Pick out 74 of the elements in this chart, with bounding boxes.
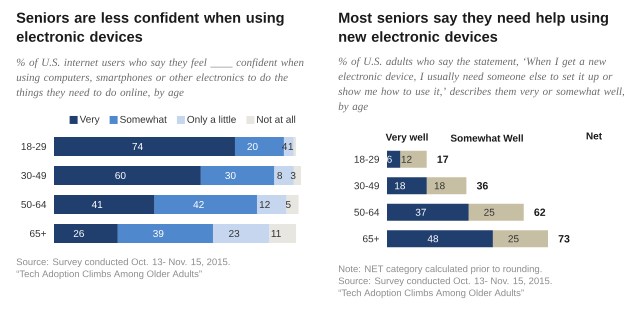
series-label: Very well <box>386 133 428 143</box>
bar <box>400 150 427 168</box>
y-tick-label: 50-64 <box>354 208 380 216</box>
data-label: 11 <box>272 230 281 237</box>
bar <box>468 204 524 221</box>
y-tick-label: 18-29 <box>22 142 46 150</box>
chart-title: Most seniors say they need help using new electronic devices <box>339 12 608 42</box>
data-label: 60 <box>115 172 126 180</box>
bar <box>54 224 118 243</box>
bar <box>387 230 493 248</box>
bar <box>256 195 286 214</box>
y-tick-label: 65+ <box>30 230 46 238</box>
data-label: 12 <box>402 156 412 163</box>
data-label: 41 <box>92 201 102 208</box>
data-label: 25 <box>508 235 519 242</box>
y-tick-label: 65+ <box>363 235 379 242</box>
y-tick-label: 30-49 <box>21 172 46 180</box>
bar <box>269 224 296 243</box>
legend-label: Somewhat <box>120 116 167 123</box>
data-label: 25 <box>484 208 494 216</box>
bar <box>118 224 213 243</box>
bar <box>200 166 274 186</box>
total-label: 36 <box>476 182 488 190</box>
bar <box>387 150 400 168</box>
data-label: 12 <box>260 201 270 208</box>
text: Note: NET category calculated prior to rounding. <box>338 265 542 274</box>
source-note: Source: Survey conducted Oct. 13- Nov. 15, 2015. <box>338 277 552 286</box>
text: “Tech Adoption Climbs Among Older Adults” <box>16 270 202 280</box>
total-label: 17 <box>438 156 448 163</box>
bar <box>54 137 235 156</box>
total-label: 73 <box>558 235 570 242</box>
bar <box>234 137 284 156</box>
bar <box>286 195 299 214</box>
data-label: 74 <box>132 143 143 150</box>
legend-label: Not at all <box>257 116 296 123</box>
legend-label: Only a little <box>187 116 236 125</box>
chart-subtitle: % of U.S. adults who say the statement, ‘When I get a new electronic device, I usually need someone else to set it up or show me how to use it,’ describes them very or somewhat well, by age <box>338 57 624 112</box>
chart-subtitle: % of U.S. internet users who say they feel ____ confident when using computers, smartphones or other electronics to do the things they need to do online, by age <box>16 58 304 98</box>
bar <box>54 166 201 186</box>
data-label: 42 <box>193 201 204 208</box>
text: Somewhat Well <box>450 134 523 142</box>
data-label: 1 <box>288 143 294 150</box>
bar <box>274 166 294 186</box>
bar <box>387 204 469 221</box>
data-label: 26 <box>74 230 84 238</box>
data-label: 5 <box>286 201 291 208</box>
bar <box>294 166 302 186</box>
bar <box>387 177 427 194</box>
data-label: 3 <box>290 172 296 180</box>
bar <box>492 230 548 248</box>
bar <box>54 195 154 214</box>
y-tick-label: 30-49 <box>354 182 380 190</box>
total-label: 62 <box>534 208 546 216</box>
source-note: Source: Survey conducted Oct. 13- Nov. 15, 2015. <box>16 258 230 268</box>
data-label: 18 <box>395 182 406 190</box>
bar <box>154 195 257 214</box>
y-tick-label: 50-64 <box>21 200 46 208</box>
bar <box>294 137 296 156</box>
text: “Tech Adoption Climbs Among Older Adults” <box>338 289 524 298</box>
chart-title: Seniors are less confident when using electronic devices <box>16 12 284 42</box>
data-label: 37 <box>416 208 426 216</box>
bar <box>212 224 270 243</box>
data-label: 6 <box>387 156 392 163</box>
data-label: 20 <box>247 142 258 150</box>
data-label: 39 <box>153 230 164 238</box>
legend-label: Very <box>80 116 100 125</box>
data-label: 23 <box>229 230 240 238</box>
data-label: 30 <box>225 172 236 180</box>
data-label: 48 <box>428 235 438 242</box>
text: Net <box>586 132 602 140</box>
bar <box>426 177 466 194</box>
y-tick-label: 18-29 <box>354 156 380 163</box>
data-label: 8 <box>277 172 282 180</box>
data-label: 18 <box>434 182 445 190</box>
